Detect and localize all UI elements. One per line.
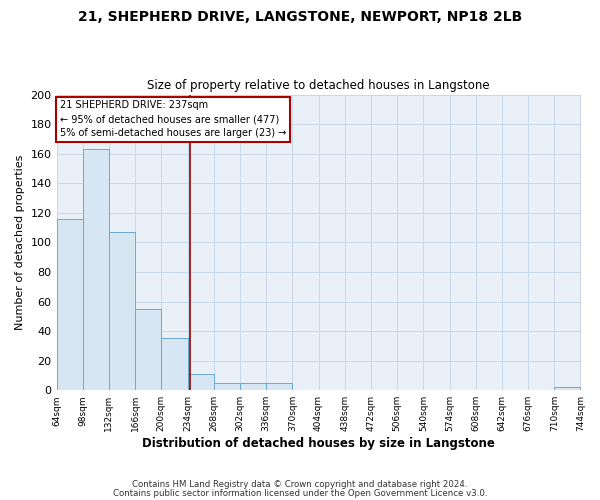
Bar: [161, 338, 188, 390]
Bar: [240, 383, 266, 390]
Text: 21, SHEPHERD DRIVE, LANGSTONE, NEWPORT, NP18 2LB: 21, SHEPHERD DRIVE, LANGSTONE, NEWPORT, …: [78, 10, 522, 24]
Bar: [188, 374, 214, 390]
Bar: [83, 150, 109, 390]
Bar: [56, 218, 83, 390]
Y-axis label: Number of detached properties: Number of detached properties: [15, 154, 25, 330]
X-axis label: Distribution of detached houses by size in Langstone: Distribution of detached houses by size …: [142, 437, 495, 450]
Text: Contains HM Land Registry data © Crown copyright and database right 2024.: Contains HM Land Registry data © Crown c…: [132, 480, 468, 489]
Bar: [135, 309, 161, 390]
Bar: [109, 232, 135, 390]
Text: Contains public sector information licensed under the Open Government Licence v3: Contains public sector information licen…: [113, 489, 487, 498]
Bar: [214, 383, 240, 390]
Title: Size of property relative to detached houses in Langstone: Size of property relative to detached ho…: [147, 79, 490, 92]
Text: 21 SHEPHERD DRIVE: 237sqm
← 95% of detached houses are smaller (477)
5% of semi-: 21 SHEPHERD DRIVE: 237sqm ← 95% of detac…: [59, 100, 286, 138]
Bar: [554, 388, 580, 390]
Bar: [266, 383, 292, 390]
